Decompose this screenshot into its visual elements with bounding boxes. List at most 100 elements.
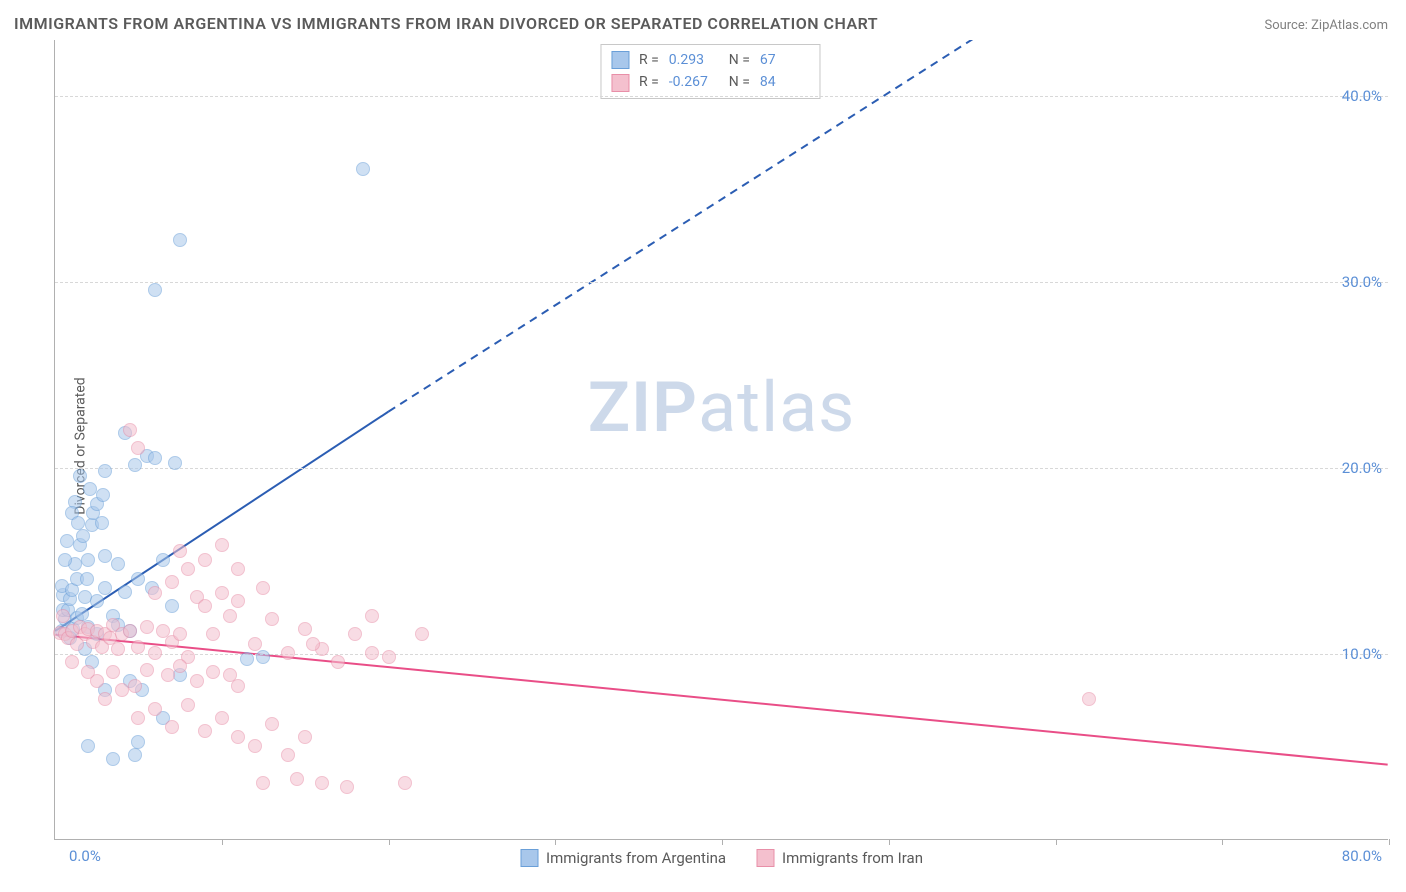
legend-label: Immigrants from Argentina (546, 849, 726, 867)
data-point (231, 562, 245, 576)
grid-line (55, 282, 1388, 283)
x-tick (555, 839, 556, 845)
data-point (123, 624, 137, 638)
data-point (140, 620, 154, 634)
data-point (231, 730, 245, 744)
stats-row-argentina: R = 0.293 N = 67 (611, 49, 810, 71)
data-point (96, 488, 110, 502)
data-point (148, 451, 162, 465)
data-point (106, 752, 120, 766)
legend-item: Immigrants from Argentina (520, 849, 726, 867)
data-point (123, 423, 137, 437)
data-point (128, 458, 142, 472)
data-point (71, 516, 85, 530)
data-point (215, 538, 229, 552)
data-point (356, 162, 370, 176)
data-point (173, 627, 187, 641)
data-point (148, 646, 162, 660)
data-point (131, 711, 145, 725)
data-point (240, 652, 254, 666)
legend-swatch (520, 849, 538, 867)
data-point (98, 549, 112, 563)
data-point (98, 464, 112, 478)
grid-line (55, 654, 1388, 655)
data-point (118, 585, 132, 599)
n-value-argentina: 67 (760, 49, 810, 71)
data-point (131, 572, 145, 586)
y-tick-label: 40.0% (1342, 87, 1382, 105)
y-tick-label: 10.0% (1342, 645, 1382, 663)
data-point (340, 780, 354, 794)
watermark: ZIPatlas (588, 367, 856, 449)
data-point (81, 553, 95, 567)
data-point (58, 553, 72, 567)
r-value-iran: -0.267 (669, 71, 719, 93)
legend-item: Immigrants from Iran (756, 849, 923, 867)
data-point (331, 655, 345, 669)
data-point (248, 637, 262, 651)
x-tick-label-min: 0.0% (69, 847, 101, 865)
data-point (198, 599, 212, 613)
data-point (156, 553, 170, 567)
data-point (198, 553, 212, 567)
trend-lines-svg (55, 40, 1388, 839)
data-point (215, 711, 229, 725)
data-point (256, 581, 270, 595)
data-point (348, 627, 362, 641)
n-label: N = (729, 49, 750, 71)
x-tick (722, 839, 723, 845)
stats-row-iran: R = -0.267 N = 84 (611, 71, 810, 93)
legend-label: Immigrants from Iran (782, 849, 923, 867)
data-point (206, 665, 220, 679)
data-point (281, 646, 295, 660)
data-point (98, 581, 112, 595)
data-point (173, 233, 187, 247)
chart-title: IMMIGRANTS FROM ARGENTINA VS IMMIGRANTS … (14, 14, 878, 33)
data-point (298, 730, 312, 744)
data-point (148, 702, 162, 716)
data-point (265, 612, 279, 626)
data-point (298, 622, 312, 636)
data-point (115, 683, 129, 697)
data-point (398, 776, 412, 790)
data-point (290, 772, 304, 786)
stats-legend: R = 0.293 N = 67 R = -0.267 N = 84 (600, 44, 821, 99)
data-point (281, 748, 295, 762)
data-point (215, 586, 229, 600)
x-tick (1222, 839, 1223, 845)
data-point (75, 607, 89, 621)
data-point (111, 557, 125, 571)
data-point (73, 469, 87, 483)
x-tick (889, 839, 890, 845)
data-point (168, 456, 182, 470)
data-point (365, 646, 379, 660)
data-point (128, 748, 142, 762)
n-label: N = (729, 71, 750, 93)
data-point (181, 562, 195, 576)
data-point (206, 627, 220, 641)
data-point (181, 698, 195, 712)
n-value-iran: 84 (760, 71, 810, 93)
plot-area: ZIPatlas R = 0.293 N = 67 R = -0.267 N =… (54, 40, 1388, 840)
data-point (173, 544, 187, 558)
data-point (60, 534, 74, 548)
data-point (382, 650, 396, 664)
data-point (306, 637, 320, 651)
y-tick-label: 20.0% (1342, 459, 1382, 477)
data-point (165, 575, 179, 589)
data-point (165, 720, 179, 734)
y-tick-label: 30.0% (1342, 273, 1382, 291)
data-point (148, 283, 162, 297)
data-point (231, 679, 245, 693)
grid-line (55, 468, 1388, 469)
data-point (65, 655, 79, 669)
data-point (1082, 692, 1096, 706)
data-point (140, 663, 154, 677)
data-point (81, 739, 95, 753)
data-point (256, 650, 270, 664)
x-tick (222, 839, 223, 845)
data-point (81, 665, 95, 679)
data-point (128, 679, 142, 693)
x-tick (389, 839, 390, 845)
grid-line (55, 96, 1388, 97)
